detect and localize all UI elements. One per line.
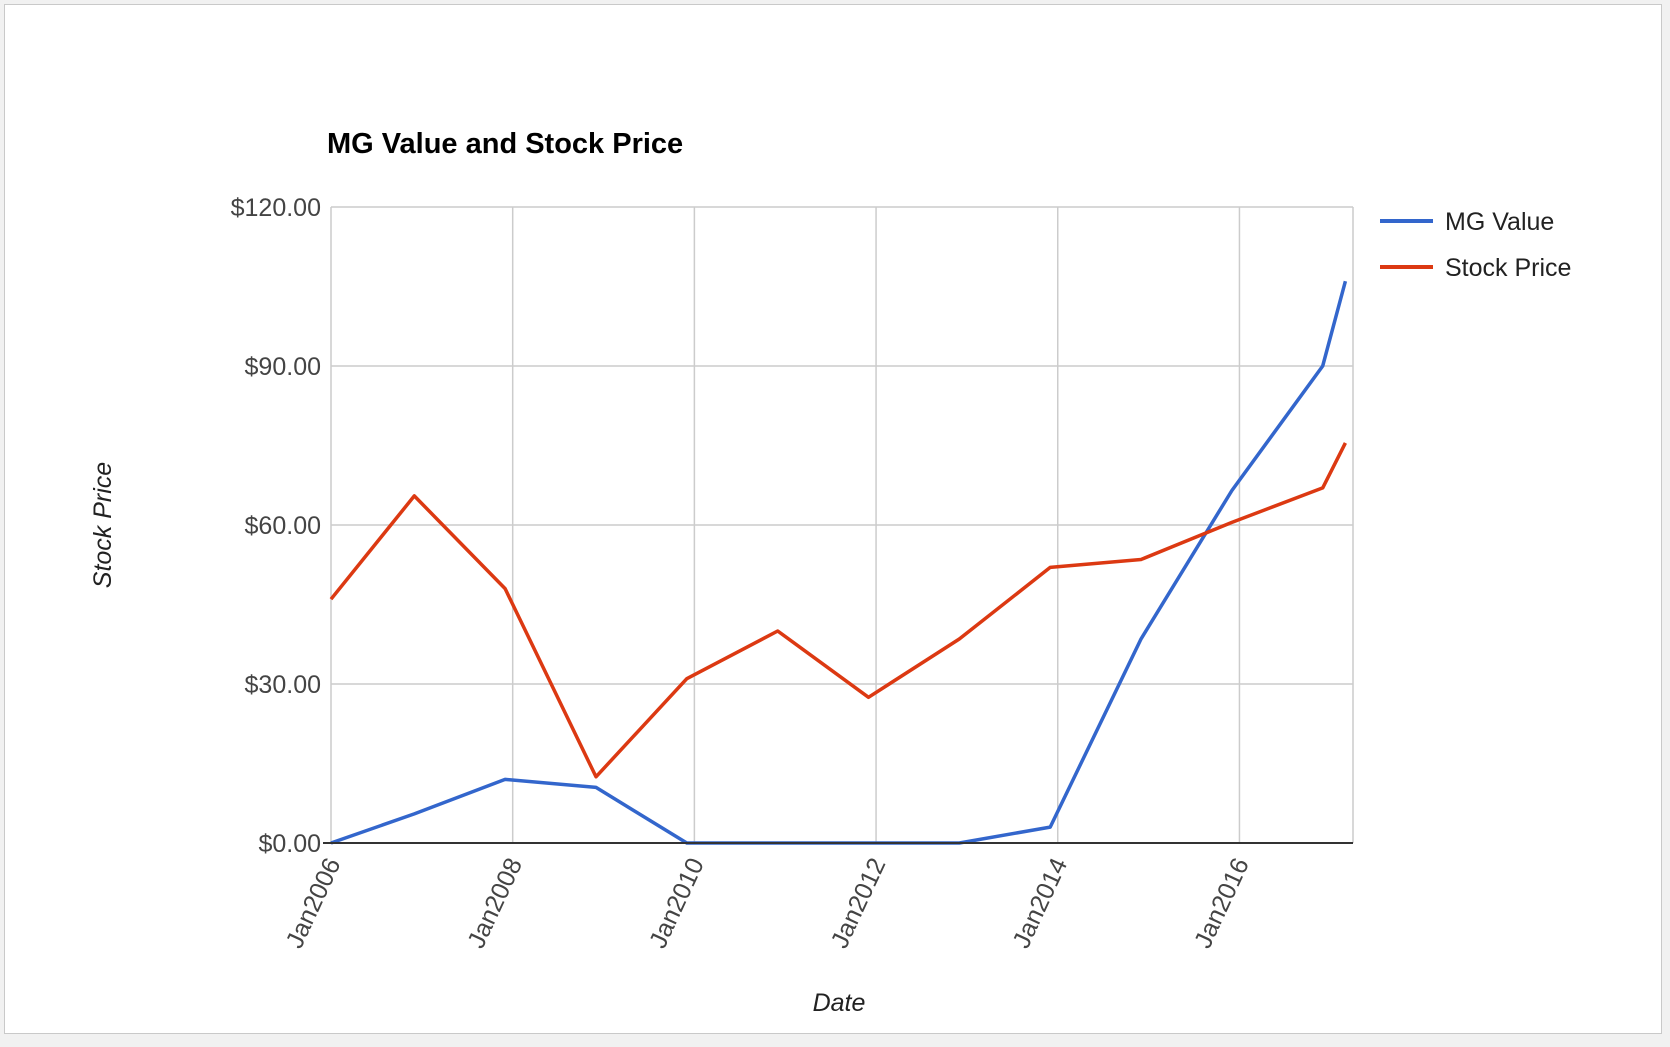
chart-frame: $0.00 $30.00 $60.00 $90.00 $120.00 Jan2006 Jan…	[4, 4, 1662, 1034]
x-tick-label: Jan2010	[644, 854, 710, 953]
y-tick-label: $30.00	[245, 671, 321, 699]
x-tick-label: Jan2006	[281, 854, 347, 953]
legend-label-stock-price: Stock Price	[1445, 254, 1571, 282]
x-axis-title: Date	[813, 989, 866, 1017]
y-tick-label: $120.00	[231, 194, 321, 222]
legend-label-mg-value: MG Value	[1445, 208, 1554, 236]
x-tick-label: Jan2012	[826, 854, 892, 953]
chart-canvas: $0.00 $30.00 $60.00 $90.00 $120.00 Jan2006 Jan…	[89, 128, 1571, 1017]
grid-lines	[330, 206, 1354, 843]
y-tick-label: $0.00	[258, 830, 321, 858]
y-axis-title: Stock Price	[89, 462, 117, 588]
series-line-stock-price	[329, 442, 1347, 779]
x-tick-label: Jan2008	[462, 854, 528, 953]
legend: MG Value Stock Price	[1380, 208, 1571, 282]
y-tick-label: $60.00	[245, 512, 321, 540]
y-tick-label: $90.00	[245, 353, 321, 381]
x-tick-label: Jan2016	[1189, 854, 1255, 953]
chart-title: MG Value and Stock Price	[327, 128, 683, 160]
axes: $0.00 $30.00 $60.00 $90.00 $120.00 Jan2006 Jan…	[231, 194, 1353, 952]
x-tick-label: Jan2014	[1007, 854, 1073, 953]
